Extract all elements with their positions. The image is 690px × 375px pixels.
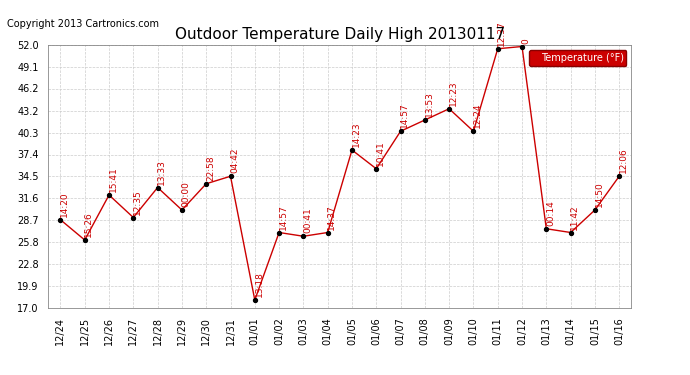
Text: 00:14: 00:14 bbox=[546, 200, 555, 226]
Title: Outdoor Temperature Daily High 20130117: Outdoor Temperature Daily High 20130117 bbox=[175, 27, 505, 42]
Point bbox=[322, 230, 333, 236]
Point bbox=[395, 128, 406, 134]
Point bbox=[589, 207, 600, 213]
Point bbox=[152, 184, 163, 190]
Point bbox=[541, 226, 552, 232]
Point bbox=[420, 117, 431, 123]
Point bbox=[249, 297, 260, 303]
Point bbox=[346, 147, 357, 153]
Point bbox=[613, 173, 624, 179]
Point bbox=[201, 181, 212, 187]
Point bbox=[468, 128, 479, 134]
Text: Copyright 2013 Cartronics.com: Copyright 2013 Cartronics.com bbox=[7, 19, 159, 29]
Text: 14:57: 14:57 bbox=[279, 204, 288, 230]
Point bbox=[177, 207, 188, 213]
Point bbox=[273, 230, 284, 236]
Point bbox=[128, 214, 139, 220]
Text: 14:20: 14:20 bbox=[60, 191, 69, 217]
Text: 22:58: 22:58 bbox=[206, 155, 215, 181]
Legend: Temperature (°F): Temperature (°F) bbox=[529, 50, 627, 66]
Point bbox=[565, 230, 576, 236]
Point bbox=[104, 192, 115, 198]
Text: 10:41: 10:41 bbox=[376, 140, 385, 166]
Text: 13:53: 13:53 bbox=[424, 92, 433, 117]
Point bbox=[55, 217, 66, 223]
Text: 12:23: 12:23 bbox=[448, 80, 457, 106]
Text: 00:00: 00:00 bbox=[181, 182, 190, 207]
Text: 12:35: 12:35 bbox=[133, 189, 142, 215]
Text: 14:37: 14:37 bbox=[327, 204, 336, 230]
Point bbox=[517, 44, 528, 50]
Text: 0: 0 bbox=[522, 38, 531, 44]
Text: 00:41: 00:41 bbox=[303, 208, 312, 234]
Point bbox=[492, 46, 503, 52]
Text: 15:26: 15:26 bbox=[84, 211, 93, 237]
Text: 14:23: 14:23 bbox=[352, 122, 361, 147]
Point bbox=[225, 173, 236, 179]
Text: 04:42: 04:42 bbox=[230, 148, 239, 174]
Text: 13:18: 13:18 bbox=[255, 272, 264, 297]
Point bbox=[371, 166, 382, 172]
Point bbox=[298, 233, 309, 239]
Point bbox=[79, 237, 90, 243]
Text: 12:37: 12:37 bbox=[497, 20, 506, 46]
Text: 13:33: 13:33 bbox=[157, 159, 166, 185]
Text: 14:57: 14:57 bbox=[400, 103, 409, 129]
Text: 12:06: 12:06 bbox=[619, 148, 628, 174]
Text: 14:50: 14:50 bbox=[595, 182, 604, 207]
Text: 11:42: 11:42 bbox=[570, 204, 580, 230]
Text: 15:41: 15:41 bbox=[109, 166, 118, 192]
Text: 12:24: 12:24 bbox=[473, 103, 482, 129]
Point bbox=[444, 106, 455, 112]
